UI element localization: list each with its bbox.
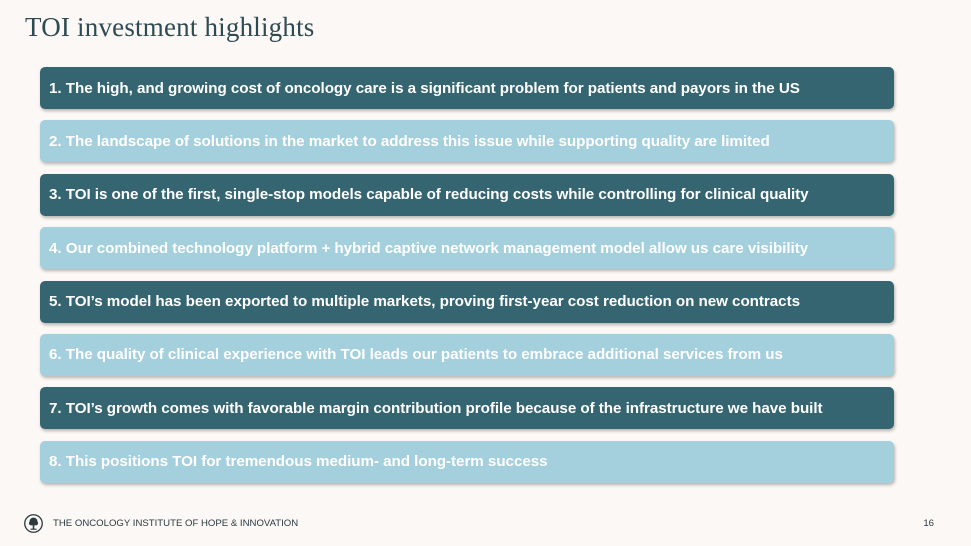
organization-name: THE ONCOLOGY INSTITUTE OF HOPE & INNOVAT… xyxy=(53,518,299,529)
highlight-text: 8. This positions TOI for tremendous med… xyxy=(49,453,548,471)
page-number: 16 xyxy=(923,518,934,529)
highlight-text: 1. The high, and growing cost of oncolog… xyxy=(49,79,800,97)
highlight-item-2[interactable]: 2. The landscape of solutions in the mar… xyxy=(40,120,894,163)
highlight-text: 6. The quality of clinical experience wi… xyxy=(49,346,783,364)
tree-logo-icon xyxy=(24,514,43,533)
highlight-item-6[interactable]: 6. The quality of clinical experience wi… xyxy=(40,333,894,376)
highlight-text: 4. Our combined technology platform + hy… xyxy=(49,239,809,257)
highlight-item-1[interactable]: 1. The high, and growing cost of oncolog… xyxy=(40,67,894,109)
highlight-text: 5. TOI’s model has been exported to mult… xyxy=(49,293,800,311)
highlight-item-8[interactable]: 8. This positions TOI for tremendous med… xyxy=(40,440,894,483)
highlight-item-3[interactable]: 3. TOI is one of the first, single-stop … xyxy=(40,173,894,216)
highlight-text: 7. TOI’s growth comes with favorable mar… xyxy=(49,399,823,417)
highlight-item-5[interactable]: 5. TOI’s model has been exported to mult… xyxy=(40,280,894,323)
highlight-text: 2. The landscape of solutions in the mar… xyxy=(49,132,770,150)
highlight-item-4[interactable]: 4. Our combined technology platform + hy… xyxy=(40,227,894,270)
page-title: TOI investment highlights xyxy=(25,12,315,42)
highlight-text: 3. TOI is one of the first, single-stop … xyxy=(49,186,809,204)
highlight-item-7[interactable]: 7. TOI’s growth comes with favorable mar… xyxy=(40,387,894,430)
highlights-list: 1. The high, and growing cost of oncolog… xyxy=(40,67,894,494)
